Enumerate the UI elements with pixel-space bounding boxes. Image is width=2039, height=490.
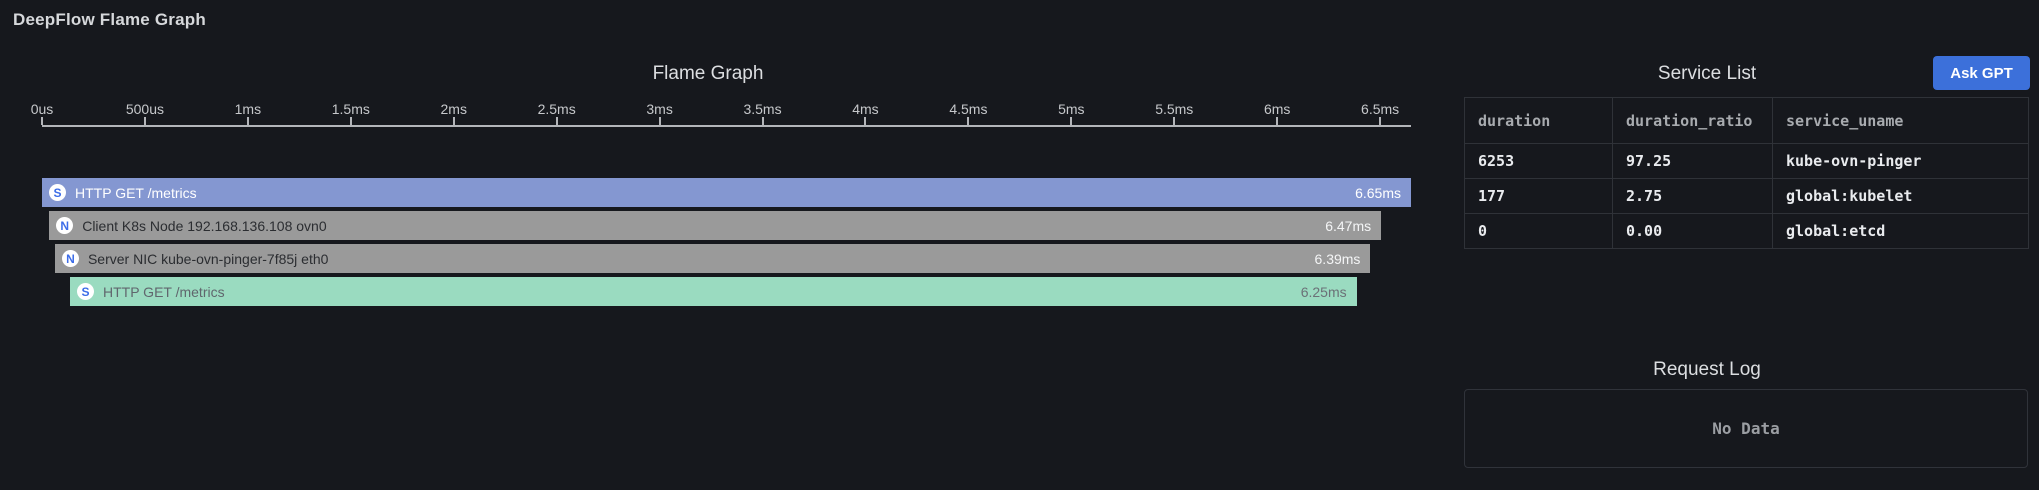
span-type-icon-s: S bbox=[49, 184, 66, 201]
ask-gpt-button[interactable]: Ask GPT bbox=[1933, 56, 2030, 90]
span-type-icon-n: N bbox=[61, 250, 79, 267]
span-duration-label: 6.39ms bbox=[1314, 250, 1361, 267]
span-duration-label: 6.47ms bbox=[1325, 217, 1372, 234]
flame-graph-title: Flame Graph bbox=[652, 63, 764, 84]
axis-tick-mark bbox=[555, 117, 558, 125]
axis-tick-mark bbox=[452, 117, 455, 125]
service-table-cell: global:etcd bbox=[1772, 213, 2029, 249]
axis-tick-label: 1.5ms bbox=[331, 101, 370, 117]
service-table-cell: 0 bbox=[1464, 213, 1613, 249]
axis-tick-label: 0us bbox=[30, 101, 54, 117]
service-table-row[interactable]: 177 2.75 global:kubelet bbox=[1464, 178, 2029, 214]
column-header-service_uname: service_uname bbox=[1772, 97, 2029, 144]
axis-tick-mark bbox=[41, 117, 43, 125]
span-type-icon-n: N bbox=[56, 217, 74, 234]
span-label: Server NIC kube-ovn-pinger-7f85j eth0 bbox=[87, 250, 329, 267]
axis-tick-mark bbox=[1379, 117, 1382, 125]
service-table-cell: global:kubelet bbox=[1772, 178, 2029, 214]
axis-tick-label: 6ms bbox=[1263, 101, 1291, 117]
request-log-title: Request Log bbox=[1653, 359, 1761, 380]
service-table-cell: 177 bbox=[1464, 178, 1613, 214]
axis-tick-mark bbox=[967, 117, 970, 125]
service-table-cell: 2.75 bbox=[1612, 178, 1773, 214]
axis-tick-mark bbox=[1070, 117, 1073, 125]
axis-tick-mark bbox=[761, 117, 764, 125]
span-duration-label: 6.25ms bbox=[1300, 283, 1347, 300]
axis-tick-label: 3ms bbox=[646, 101, 673, 117]
service-table-row[interactable]: 6253 97.25 kube-ovn-pinger bbox=[1464, 143, 2029, 179]
axis-tick-label: 6.5ms bbox=[1361, 101, 1400, 117]
flame-span[interactable]: S HTTP GET /metrics 6.25ms bbox=[69, 277, 1357, 306]
axis-tick-label: 3.5ms bbox=[743, 101, 782, 117]
column-header-duration: duration bbox=[1464, 97, 1613, 144]
axis-tick-label: 5.5ms bbox=[1155, 101, 1194, 117]
axis-tick-mark bbox=[349, 117, 352, 125]
span-label: HTTP GET /metrics bbox=[102, 283, 225, 300]
span-label: HTTP GET /metrics bbox=[75, 184, 197, 201]
time-axis-line bbox=[42, 125, 1411, 127]
axis-tick-label: 2.5ms bbox=[537, 101, 576, 117]
service-table-cell: 6253 bbox=[1464, 143, 1613, 179]
page-title: DeepFlow Flame Graph bbox=[13, 10, 206, 29]
table-header-row: duration duration_ratio service_uname bbox=[1464, 97, 2029, 144]
axis-tick-mark bbox=[143, 117, 146, 125]
no-data-text: No Data bbox=[1712, 419, 1780, 438]
span-label: Client K8s Node 192.168.136.108 ovn0 bbox=[82, 217, 327, 234]
service-list-title: Service List bbox=[1657, 63, 1757, 84]
axis-tick-mark bbox=[1173, 117, 1176, 125]
axis-tick-label: 500us bbox=[125, 101, 164, 117]
span-duration-label: 6.65ms bbox=[1355, 184, 1401, 201]
service-table-cell: 0.00 bbox=[1612, 213, 1773, 249]
axis-tick-mark bbox=[246, 117, 249, 125]
axis-tick-label: 1ms bbox=[234, 101, 262, 117]
flame-span[interactable]: N Server NIC kube-ovn-pinger-7f85j eth0 … bbox=[54, 244, 1371, 273]
flame-span[interactable]: S HTTP GET /metrics 6.65ms bbox=[42, 178, 1411, 207]
axis-tick-label: 4ms bbox=[852, 101, 879, 117]
no-data-box: No Data bbox=[1464, 389, 2028, 468]
column-header-duration_ratio: duration_ratio bbox=[1612, 97, 1773, 144]
service-list-table: duration duration_ratio service_uname 6253… bbox=[1464, 97, 2029, 249]
service-table-cell: 97.25 bbox=[1612, 143, 1773, 179]
span-type-icon-s: S bbox=[76, 283, 94, 300]
axis-tick-label: 2ms bbox=[440, 101, 467, 117]
axis-tick-label: 4.5ms bbox=[949, 101, 988, 117]
axis-tick-label: 5ms bbox=[1058, 101, 1085, 117]
axis-tick-mark bbox=[658, 117, 661, 125]
flame-span[interactable]: N Client K8s Node 192.168.136.108 ovn0 6… bbox=[49, 211, 1382, 240]
axis-tick-mark bbox=[1276, 117, 1279, 125]
service-table-row[interactable]: 0 0.00 global:etcd bbox=[1464, 213, 2029, 249]
axis-tick-mark bbox=[864, 117, 867, 125]
service-table-cell: kube-ovn-pinger bbox=[1772, 143, 2029, 179]
